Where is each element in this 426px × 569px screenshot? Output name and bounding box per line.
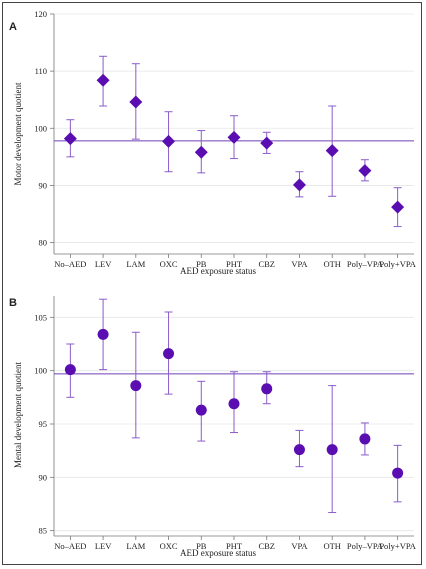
panel-b-x-tick-label-8: OTH bbox=[323, 541, 340, 551]
panel-a-point-0 bbox=[63, 132, 77, 146]
panel-a-point-6 bbox=[260, 136, 274, 150]
panel-a-x-tick-label-4: PB bbox=[196, 259, 207, 269]
panel-b-point-3 bbox=[163, 348, 175, 360]
panel-a-y-tick-label-3: 110 bbox=[35, 66, 47, 76]
panel-a-x-tick-label-1: LEV bbox=[95, 259, 112, 269]
panel-a-x-tick-label-9: Poly–VPA bbox=[347, 259, 384, 269]
panel-b-point-6 bbox=[261, 383, 273, 395]
panel-b-point-8 bbox=[326, 444, 338, 456]
panel-b-point-1 bbox=[97, 328, 109, 340]
panel-b-x-tick-label-3: OXC bbox=[160, 541, 178, 551]
panel-a-x-tick-label-3: OXC bbox=[160, 259, 178, 269]
panel-a-letter: A bbox=[9, 21, 17, 33]
panel-b-letter: B bbox=[9, 297, 17, 309]
panel-a-point-7 bbox=[292, 178, 306, 192]
panel-b-point-2 bbox=[130, 380, 142, 392]
panel-a-point-4 bbox=[194, 145, 208, 159]
panel-a-point-10 bbox=[391, 200, 405, 214]
panel-a-x-tick-label-5: PHT bbox=[226, 259, 243, 269]
panel-b-x-tick-label-5: PHT bbox=[226, 541, 243, 551]
panel-a-y-tick-label-4: 120 bbox=[34, 9, 47, 19]
panel-a-x-tick-label-7: VPA bbox=[291, 259, 308, 269]
panel-b-point-7 bbox=[293, 444, 305, 456]
panel-b-x-tick-label-0: No–AED bbox=[54, 541, 86, 551]
panel-b-y-tick-label-1: 90 bbox=[39, 472, 48, 482]
panel-b-point-4 bbox=[195, 404, 207, 416]
panel-a-point-9 bbox=[358, 164, 372, 178]
panel-a-y-tick-label-2: 100 bbox=[34, 123, 47, 133]
panel-a-y-axis-title: Motor development quotient bbox=[13, 82, 23, 185]
panel-a-point-1 bbox=[96, 73, 110, 87]
panel-b-y-tick-label-2: 95 bbox=[39, 419, 48, 429]
panel-a-point-3 bbox=[162, 134, 176, 148]
panel-b-x-tick-label-9: Poly–VPA bbox=[347, 541, 384, 551]
panel-b-y-axis-title: Mental development quotient bbox=[13, 362, 23, 468]
panel-b-x-tick-label-6: CBZ bbox=[258, 541, 275, 551]
panel-a-y-tick-label-1: 90 bbox=[39, 180, 48, 190]
panel-a-point-5 bbox=[227, 130, 241, 144]
panel-b-point-9 bbox=[359, 433, 371, 445]
panel-b-point-0 bbox=[64, 364, 76, 376]
panel-a-x-tick-label-8: OTH bbox=[323, 259, 340, 269]
panel-b-mental: B Mental development quotient AED exposu… bbox=[9, 296, 417, 558]
panel-a-point-8 bbox=[325, 144, 339, 158]
figure-frame bbox=[2, 2, 422, 565]
panel-a-y-tick-label-0: 80 bbox=[39, 238, 48, 248]
panel-b-y-tick-label-3: 100 bbox=[34, 366, 47, 376]
panel-b-point-10 bbox=[392, 467, 404, 479]
panel-b-x-tick-label-4: PB bbox=[196, 541, 207, 551]
panel-b-point-5 bbox=[228, 398, 240, 410]
panel-b-x-tick-label-10: Poly+VPA bbox=[379, 541, 416, 551]
panel-a-x-tick-label-10: Poly+VPA bbox=[379, 259, 416, 269]
panel-a-x-axis-title: AED exposure status bbox=[180, 266, 256, 276]
panel-b-y-tick-label-4: 105 bbox=[34, 312, 47, 322]
panel-b-x-tick-label-2: LAM bbox=[126, 541, 145, 551]
panel-b-x-axis-title: AED exposure status bbox=[180, 548, 256, 558]
panel-a-motor: A Motor development quotient AED exposur… bbox=[9, 9, 417, 276]
panel-a-point-2 bbox=[129, 95, 143, 109]
panel-b-y-tick-label-0: 85 bbox=[39, 526, 48, 536]
panel-a-x-tick-label-6: CBZ bbox=[258, 259, 275, 269]
panel-b-x-tick-label-7: VPA bbox=[291, 541, 308, 551]
panel-a-x-tick-label-0: No–AED bbox=[54, 259, 86, 269]
panel-a-x-tick-label-2: LAM bbox=[126, 259, 145, 269]
panel-b-x-tick-label-1: LEV bbox=[95, 541, 112, 551]
